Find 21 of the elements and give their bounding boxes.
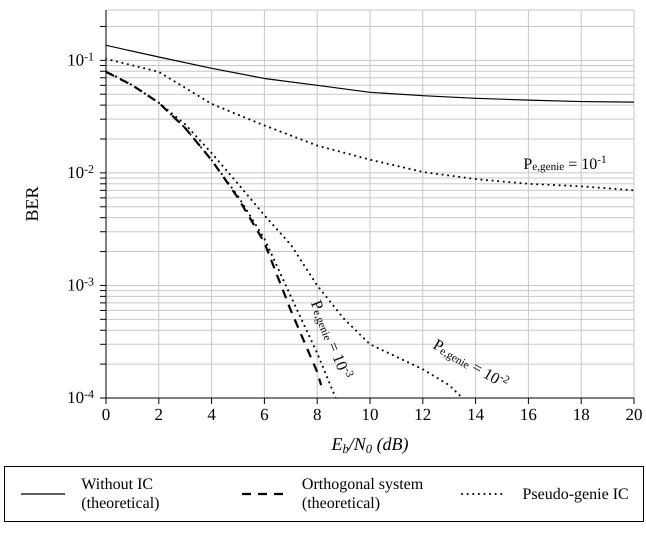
x-axis-title: E$_{b}$/N$_{0}$ (dB) bbox=[330, 434, 409, 456]
y-tick-label: 10$^{-1}$ bbox=[67, 48, 94, 70]
x-tick-label: 14 bbox=[467, 405, 485, 424]
y-tick-label: 10$^{-4}$ bbox=[67, 386, 94, 407]
x-tick-label: 8 bbox=[312, 405, 322, 424]
x-tick-label: 6 bbox=[260, 405, 269, 424]
x-tick-label: 2 bbox=[154, 405, 164, 424]
x-tick-label: 10 bbox=[362, 405, 378, 424]
legend-label: Without IC (theoretical) bbox=[81, 475, 160, 513]
y-axis-title: BER bbox=[22, 186, 42, 222]
annotation: P$_{e,genie}$ = 10$^{-1}$ bbox=[523, 154, 607, 174]
legend-label: Orthogonal system (theoretical) bbox=[302, 475, 424, 513]
legend-label: Pseudo-genie IC bbox=[522, 484, 629, 504]
x-tick-label: 4 bbox=[207, 405, 216, 424]
y-tick-label: 10$^{-2}$ bbox=[67, 161, 94, 182]
x-tick-label: 12 bbox=[414, 405, 432, 424]
x-tick-label: 20 bbox=[626, 405, 642, 424]
x-tick-label: 16 bbox=[520, 405, 537, 424]
x-tick-label: 18 bbox=[572, 405, 590, 424]
x-tick-label: 0 bbox=[102, 405, 110, 424]
y-tick-label: 10$^{-3}$ bbox=[67, 274, 94, 294]
